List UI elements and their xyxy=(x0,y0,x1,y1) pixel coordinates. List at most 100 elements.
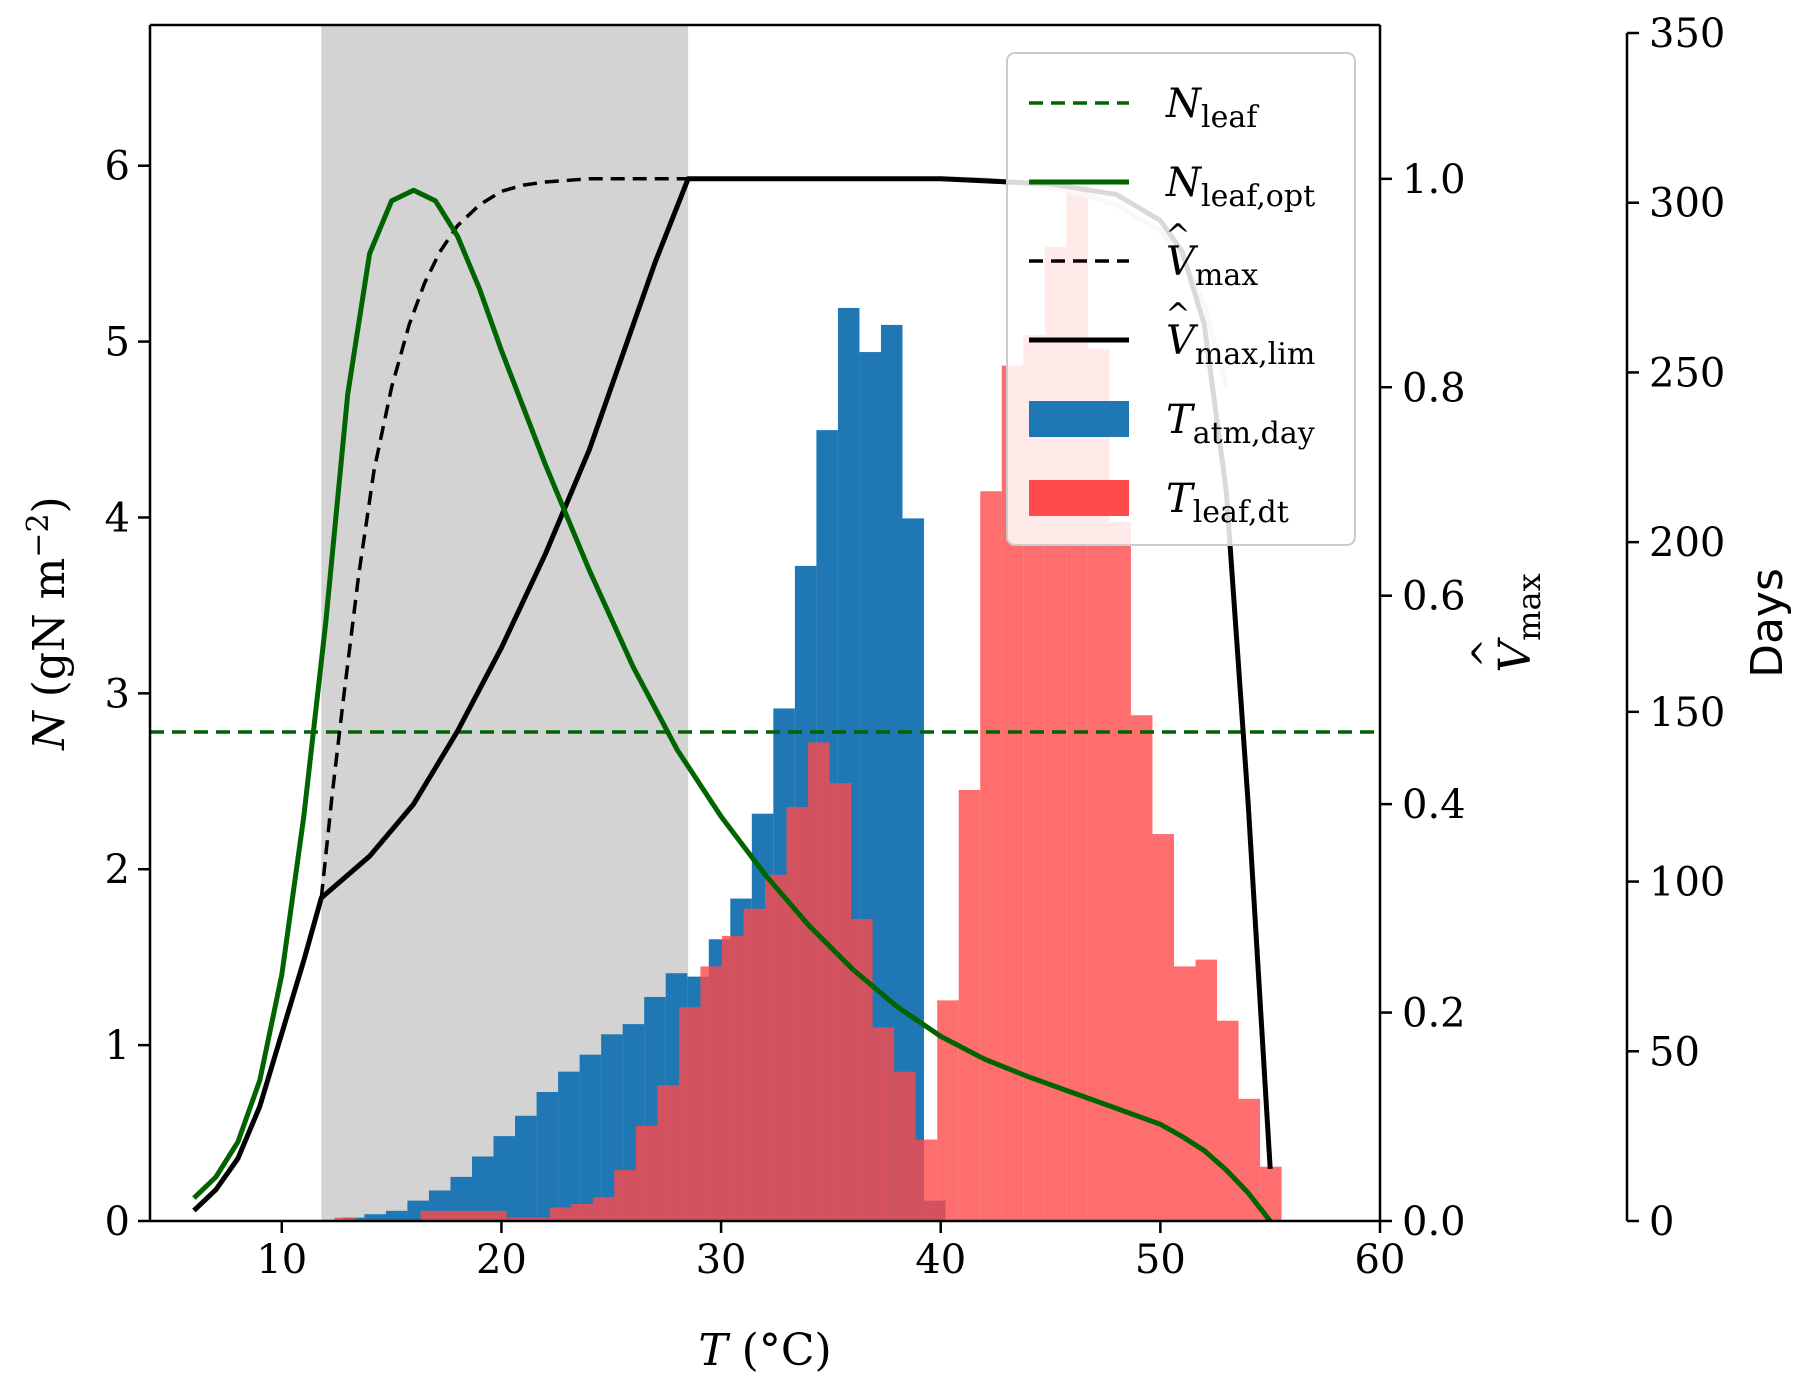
t-leaf-dt-bar xyxy=(657,1085,679,1221)
left-axis-label: N (gN m−2) xyxy=(21,496,75,750)
right-tick-label: 0.0 xyxy=(1402,1199,1466,1245)
t-leaf-dt-bar xyxy=(571,1204,593,1221)
t-leaf-dt-bar xyxy=(1260,1166,1282,1221)
legend-label: Vmax xyxy=(1166,239,1258,293)
legend-label: Tleaf,dt xyxy=(1166,476,1289,530)
legend-entry: Tatm,day xyxy=(1029,397,1315,451)
t-leaf-dt-bar xyxy=(1023,335,1045,1221)
svg-text:Days: Days xyxy=(1742,568,1793,678)
left-tick-label: 5 xyxy=(105,320,130,366)
days-tick-label: 300 xyxy=(1649,181,1725,227)
days-tick-label: 50 xyxy=(1649,1029,1700,1075)
days-tick-label: 350 xyxy=(1649,11,1725,57)
t-leaf-dt-bar xyxy=(485,1210,507,1221)
legend-label: Nleaf xyxy=(1165,81,1259,135)
left-tick-label: 6 xyxy=(105,144,130,190)
t-atm-day-bar xyxy=(385,1210,408,1221)
t-leaf-dt-bar xyxy=(678,1007,701,1221)
x-tick-label: 30 xyxy=(696,1237,747,1283)
t-leaf-dt-bar xyxy=(851,918,873,1221)
x-axis-label: T (°C) xyxy=(698,1325,831,1376)
days-tick-label: 100 xyxy=(1649,860,1725,906)
t-leaf-dt-bar xyxy=(829,783,852,1221)
t-leaf-dt-bar xyxy=(1195,959,1218,1221)
t-leaf-dt-bar xyxy=(420,1210,443,1221)
right-axis-label: Vmax ^ xyxy=(1466,573,1548,672)
t-leaf-dt-bar xyxy=(743,908,765,1221)
t-leaf-dt-bar xyxy=(1130,715,1153,1221)
left-tick-label: 2 xyxy=(105,847,130,893)
x-axis-ticks: 10 20 30 40 50 60 xyxy=(256,1221,1405,1283)
left-axis-ticks: 0 1 2 3 4 5 6 xyxy=(105,144,150,1245)
t-atm-day-bar xyxy=(493,1136,516,1221)
left-tick-label: 1 xyxy=(105,1023,130,1069)
days-axis-ticks: 0 50 100 150 200 250 300 350 xyxy=(1627,11,1725,1245)
t-leaf-dt-bar xyxy=(958,789,981,1221)
svg-text:Vmax: Vmax xyxy=(1490,573,1548,672)
legend-entry: Nleaf,opt xyxy=(1029,160,1315,214)
t-atm-day-bar xyxy=(450,1176,472,1221)
t-leaf-dt-bar xyxy=(592,1197,615,1221)
t-atm-day-bar xyxy=(902,518,925,1221)
right-tick-label: 1.0 xyxy=(1402,157,1466,203)
days-tick-label: 200 xyxy=(1649,520,1725,566)
days-tick-label: 150 xyxy=(1649,690,1725,736)
t-atm-day-bar xyxy=(471,1156,494,1221)
t-leaf-dt-bar xyxy=(506,1217,529,1221)
t-leaf-dt-bar xyxy=(721,935,744,1221)
x-tick-label: 50 xyxy=(1135,1237,1186,1283)
t-leaf-dt-bar xyxy=(1109,521,1131,1221)
t-atm-day-bar xyxy=(515,1115,537,1221)
t-leaf-dt-bar xyxy=(1173,966,1196,1221)
t-leaf-dt-bar xyxy=(1001,365,1024,1221)
legend-entry: Nleaf xyxy=(1029,81,1259,135)
t-leaf-dt-bar xyxy=(765,874,787,1221)
t-leaf-dt-bar xyxy=(700,966,722,1221)
left-tick-label: 4 xyxy=(105,495,130,541)
days-axis-label: Days xyxy=(1742,568,1793,678)
axes-frame xyxy=(148,23,1629,1223)
t-leaf-dt-bar xyxy=(1087,348,1110,1221)
svg-text:T (°C): T (°C) xyxy=(698,1325,831,1376)
t-leaf-dt-bar xyxy=(334,1217,357,1221)
legend-entry: Vmax,lim^ xyxy=(1029,297,1315,372)
x-tick-label: 40 xyxy=(915,1237,966,1283)
x-tick-label: 20 xyxy=(476,1237,527,1283)
n-leaf-opt-line xyxy=(192,187,1273,1221)
t-leaf-dt-bar xyxy=(1152,834,1174,1221)
t-leaf-dt-bar xyxy=(872,1027,895,1221)
t-leaf-dt-bar xyxy=(808,742,830,1221)
legend-entry: Vmax^ xyxy=(1029,218,1258,293)
legend-label: Nleaf,opt xyxy=(1165,160,1315,214)
t-leaf-dt-bar xyxy=(937,1000,959,1221)
legend-swatch xyxy=(1029,401,1129,437)
t-leaf-dt-bar xyxy=(442,1210,464,1221)
right-tick-label: 0.4 xyxy=(1402,782,1466,828)
legend-swatch xyxy=(1029,480,1129,516)
t-leaf-dt-bar xyxy=(528,1217,550,1221)
t-leaf-dt-bar xyxy=(614,1170,636,1221)
t-atm-day-bar xyxy=(364,1214,386,1221)
x-tick-label: 60 xyxy=(1355,1237,1406,1283)
right-tick-label: 0.6 xyxy=(1402,574,1466,620)
days-tick-label: 250 xyxy=(1649,350,1725,396)
t-leaf-dt-bar xyxy=(786,806,809,1221)
right-tick-label: 0.2 xyxy=(1402,991,1466,1037)
right-tick-label: 0.8 xyxy=(1402,365,1466,411)
t-atm-day-bar xyxy=(558,1071,580,1221)
right-axis-ticks: 0.0 0.2 0.4 0.6 0.8 1.0 xyxy=(1380,157,1466,1245)
t-leaf-dt-bar xyxy=(463,1210,486,1221)
t-atm-day-bar xyxy=(536,1092,559,1221)
t-leaf-dt-bar xyxy=(915,1139,938,1221)
svg-text:N (gN m−2): N (gN m−2) xyxy=(21,496,75,750)
legend-label: Tatm,day xyxy=(1166,397,1315,451)
x-tick-label: 10 xyxy=(256,1237,307,1283)
legend-label: Vmax,lim xyxy=(1166,318,1315,372)
t-atm-day-bar xyxy=(579,1054,602,1221)
t-leaf-dt-bar xyxy=(1217,1020,1239,1221)
legend-entry: Tleaf,dt xyxy=(1029,476,1289,530)
left-tick-label: 3 xyxy=(105,671,130,717)
t-leaf-dt-bar xyxy=(980,491,1002,1221)
